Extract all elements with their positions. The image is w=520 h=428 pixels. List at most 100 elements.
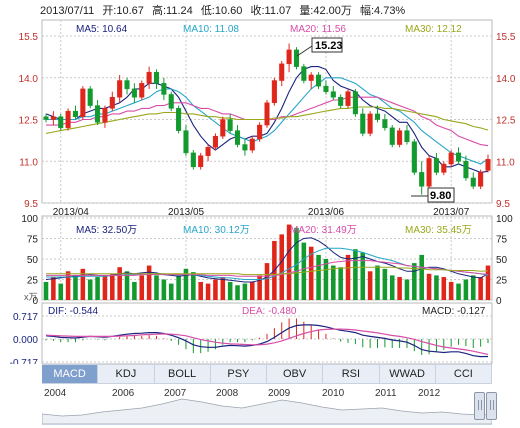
candle-body: [330, 91, 336, 98]
volume-bar: [87, 279, 93, 300]
volume-bar: [404, 279, 410, 300]
candle-body: [205, 147, 211, 156]
candle-body: [485, 159, 491, 171]
price-tick-left: 12.5: [19, 116, 39, 127]
volume-ma30-line: [46, 266, 489, 276]
volume-bar: [242, 283, 248, 300]
tab-macd[interactable]: MACD: [42, 365, 99, 383]
volume-bar: [139, 275, 145, 300]
volume-ma20-label: MA20: 31.49万: [290, 225, 357, 236]
volume-bar: [323, 259, 329, 300]
candle-body: [153, 71, 160, 84]
volume-bar: [485, 265, 491, 300]
indicator-tabs: MACD KDJ BOLL PSY OBV RSI WWAD CCI: [42, 364, 492, 384]
date-tick: 2013/06: [308, 207, 345, 218]
volume-bar: [301, 242, 307, 300]
volume-bar: [154, 275, 159, 300]
volume-ma5-label: MA5: 32.50万: [76, 225, 137, 236]
stock-chart[interactable]: 15.5 15.5 14.0 14.0 12.5 12.5 11.0 11.0 9.5 9.5 20…: [0, 0, 520, 364]
timeline-left-handle[interactable]: [474, 392, 485, 420]
tab-wwad[interactable]: WWAD: [380, 365, 436, 383]
candle-body: [87, 88, 93, 106]
volume-bar: [102, 275, 108, 300]
macd-dif-label: DIF: -0.544: [48, 306, 98, 317]
candle-body: [168, 94, 174, 109]
candle-body: [433, 158, 439, 173]
volume-tick-left: 50: [27, 255, 39, 266]
tab-cci[interactable]: CCI: [436, 365, 492, 383]
timeline-right-handle[interactable]: [486, 392, 497, 420]
candle-body: [404, 130, 410, 143]
volume-bar: [360, 252, 366, 300]
volume-bar: [375, 265, 380, 300]
candle-body: [382, 119, 388, 129]
volume-bar: [279, 234, 285, 300]
volume-bar: [294, 227, 299, 300]
candle-body: [65, 110, 71, 129]
volume-tick-right: 100: [496, 214, 513, 225]
candle-body: [72, 110, 79, 117]
tab-psy[interactable]: PSY: [211, 365, 267, 383]
quote-header: 2013/07/11 开:10.67 高:11.24 低:10.60 收:11.…: [40, 2, 410, 18]
volume-tick-left: 75: [27, 235, 39, 246]
volume-ma10-label: MA10: 30.12万: [183, 225, 250, 236]
tab-rsi[interactable]: RSI: [323, 365, 380, 383]
volume-bar: [441, 277, 447, 300]
candle-body: [161, 83, 167, 95]
price-tick-left: 9.5: [24, 199, 38, 210]
price-candles: [43, 43, 491, 195]
candle-body: [478, 172, 484, 187]
price-tick-right: 14.0: [496, 74, 516, 85]
candle-body: [293, 49, 300, 67]
tab-obv[interactable]: OBV: [267, 365, 324, 383]
candle-body: [448, 152, 454, 165]
volume-bar: [95, 277, 100, 300]
volume-bar: [448, 281, 454, 300]
macd-histogram: [45, 318, 489, 356]
macd-lines: [45, 324, 489, 358]
volume-bar: [198, 281, 203, 300]
candle-body: [234, 130, 241, 145]
price-tick-left: 14.0: [19, 74, 39, 85]
volume-bar: [58, 283, 64, 300]
candle-body: [80, 88, 86, 117]
price-ma5-label: MA5: 10.64: [76, 24, 128, 35]
volume-bar: [308, 246, 314, 300]
macd-tick-left: 0.000: [13, 335, 38, 346]
volume-tick-right: 25: [496, 276, 508, 287]
macd-dea-label: DEA: -0.480: [242, 306, 297, 317]
candle-body: [308, 74, 314, 81]
candle-body: [242, 144, 248, 151]
candle-body: [374, 113, 381, 120]
volume-bar: [65, 271, 71, 300]
candle-body: [117, 80, 123, 98]
quote-change: 幅:4.73%: [359, 5, 406, 17]
volume-bar: [463, 279, 469, 300]
high-callout: 15.23: [296, 37, 343, 57]
timeline-year-2007: 2007: [164, 388, 187, 399]
candle-body: [95, 105, 101, 123]
candle-body: [102, 108, 108, 123]
volume-bar: [286, 224, 292, 300]
candle-body: [419, 172, 425, 187]
macd-value-label: MACD: -0.127: [422, 306, 486, 317]
volume-bar: [338, 267, 343, 300]
timeline-year-2006: 2006: [112, 388, 135, 399]
candle-body: [139, 83, 145, 98]
candle-body: [426, 158, 432, 187]
volume-tick-left: 100: [21, 214, 38, 225]
volume-ma30-label: MA30: 35.45万: [405, 225, 472, 236]
volume-bar: [51, 277, 56, 300]
timeline-year-2009: 2009: [268, 388, 291, 399]
tab-boll[interactable]: BOLL: [155, 365, 211, 383]
candle-body: [220, 119, 226, 137]
candle-body: [271, 80, 277, 104]
history-timeline[interactable]: 2004 2006 2007 2008 2009 2010 2011 2012: [42, 384, 492, 425]
candle-body: [323, 85, 329, 92]
macd-tick-left: -0.717: [10, 358, 39, 364]
candle-body: [109, 96, 115, 109]
quote-date: 2013/07/11: [40, 5, 95, 17]
quote-open: 开:10.67: [102, 5, 144, 17]
candle-body: [338, 96, 344, 106]
tab-kdj[interactable]: KDJ: [98, 365, 155, 383]
